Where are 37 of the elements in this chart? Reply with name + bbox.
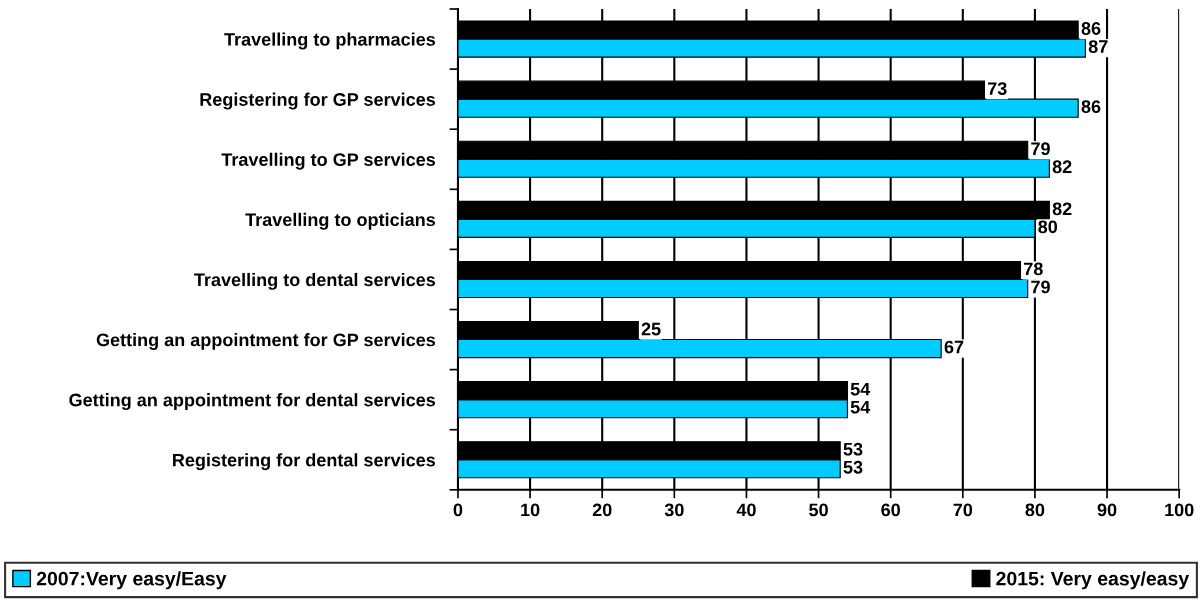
data-label: 87 [1088,40,1108,53]
y-tick-label: Travelling to opticians [245,212,436,230]
data-label: 78 [1024,262,1043,276]
data-label: 79 [1031,142,1050,156]
y-tick-label: Travelling to dental services [194,272,436,290]
data-label: 86 [1081,100,1101,114]
data-label: 54 [850,400,871,414]
data-label: 73 [987,82,1007,96]
data-label: 79 [1031,280,1050,294]
y-tick-label: Travelling to GP services [221,152,436,170]
x-tick-label: 30 [664,503,684,517]
x-tick-label: 90 [1097,503,1117,517]
x-tick-label: 10 [521,503,540,517]
y-tick-label: Registering for GP services [200,92,436,110]
data-label: 80 [1038,220,1058,234]
y-tick-label: Travelling to pharmacies [224,32,436,50]
data-label: 53 [843,442,863,456]
x-tick-label: 70 [953,503,973,517]
x-tick-label: 50 [809,503,828,517]
data-label: 86 [1081,22,1101,35]
x-tick-label: 20 [592,503,612,517]
data-label: 54 [850,382,871,396]
x-tick-label: 80 [1025,503,1045,517]
x-tick-label: 0 [453,503,463,517]
x-tick-label: 100 [1165,503,1194,517]
data-label: 53 [843,460,863,474]
y-tick-label: Getting an appointment for dental services [69,393,436,411]
data-label: 67 [944,340,964,354]
y-tick-label: Getting an appointment for GP services [96,333,436,350]
x-tick-label: 60 [881,503,900,517]
legend-label: 2007:Very easy/Easy [36,571,227,590]
data-label: 82 [1052,160,1072,174]
data-label: 82 [1052,202,1072,216]
legend-label: 2015: Very easy/easy [996,571,1190,590]
y-tick-label: Registering for dental services [173,453,436,471]
x-tick-label: 40 [736,503,756,517]
data-label: 25 [641,322,661,336]
